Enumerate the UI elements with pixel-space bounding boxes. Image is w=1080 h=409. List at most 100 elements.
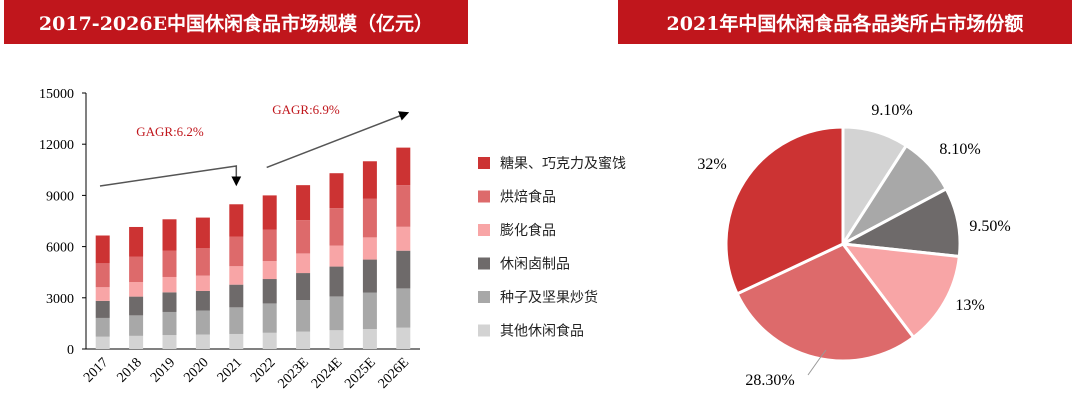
bar-segment (195, 217, 210, 249)
bar-segment (362, 161, 377, 199)
right-chart-title-banner: 2021年中国休闲食品各品类所占市场份额 (618, 0, 1072, 44)
bar-segment (162, 335, 177, 349)
x-tick-label: 2018 (115, 355, 145, 385)
bar-segment (296, 185, 311, 221)
bar-segment (195, 275, 210, 291)
x-tick-label: 2024E (309, 355, 345, 391)
pie-slice-label: 32% (697, 156, 726, 173)
pie-chart: 9.10% 8.10% 9.50% 13% 28.30% 32% (697, 102, 1010, 389)
bar-segment (296, 300, 311, 332)
y-tick-label: 15000 (39, 87, 74, 102)
x-tick-label: 2022 (248, 355, 278, 385)
legend-swatch (478, 291, 490, 303)
bar-segment (195, 248, 210, 276)
bar-segment (262, 279, 277, 304)
bar-segment (129, 315, 144, 336)
bar-segment (329, 296, 344, 331)
legend-swatch (478, 257, 490, 270)
bar-segment (262, 195, 277, 230)
pie-slice-label: 9.50% (969, 218, 1010, 235)
x-tick-label: 2025E (342, 355, 378, 391)
pie-slice (839, 242, 961, 340)
y-tick-label: 6000 (46, 241, 74, 256)
bar-segment (362, 292, 377, 330)
bar-segment (296, 273, 311, 301)
bar-segment (95, 263, 110, 288)
bar-segment (362, 237, 377, 260)
bar-segment (262, 261, 277, 280)
bar-segment (162, 276, 177, 293)
bar-segment (329, 330, 344, 349)
bar-segment (195, 334, 210, 349)
bar-segment (229, 307, 244, 334)
bar-segment (396, 327, 411, 349)
cagr-label-2021-2026: GAGR:6.9% (272, 102, 340, 117)
pie-slice-label: 8.10% (939, 141, 980, 158)
bar-segment (296, 331, 311, 349)
x-tick-label: 2026E (376, 355, 412, 391)
pie-slice-label: 13% (955, 297, 984, 314)
bar-segment (229, 204, 244, 237)
bar-segment (396, 288, 411, 328)
legend-label: 种子及坚果炒货 (500, 289, 598, 306)
legend-label: 烘焙食品 (500, 189, 556, 206)
pie-slice (724, 125, 845, 296)
bar-segment (229, 266, 244, 285)
bar-segment (162, 292, 177, 312)
bar-segment (329, 173, 344, 209)
bar-segment (329, 245, 344, 267)
bar-segment (229, 333, 244, 349)
bar-segment (95, 300, 110, 318)
bar-segment (262, 303, 277, 333)
y-tick-label: 3000 (46, 292, 74, 307)
bar-segment (129, 256, 144, 283)
bar-segment (396, 226, 411, 251)
bar-segment (129, 296, 144, 316)
bar-segment (396, 185, 411, 227)
bar-segment (362, 329, 377, 349)
bar-segment (95, 287, 110, 301)
bar-segment (396, 250, 411, 289)
bar-segment (229, 236, 244, 267)
x-tick-label: 2020 (181, 355, 211, 385)
bar-segment (129, 282, 144, 297)
legend-swatch (478, 157, 490, 169)
legend-label: 其他休闲食品 (500, 323, 584, 340)
legend-label: 膨化食品 (500, 222, 556, 239)
bar-segment (129, 335, 144, 349)
y-tick-label: 0 (67, 343, 74, 358)
x-tick-label: 2021 (215, 355, 245, 385)
bar-segment (362, 198, 377, 238)
growth-annotations: GAGR:6.2% GAGR:6.9% (99, 102, 410, 187)
legend-swatch (478, 324, 490, 337)
bar-segment (262, 332, 277, 349)
pie-leader-line (807, 349, 827, 376)
bar-segment (229, 284, 244, 308)
bar-segment (296, 253, 311, 274)
bar-segment (262, 229, 277, 262)
bar-segment (95, 317, 110, 337)
left-chart-title-banner: 2017-2026E中国休闲食品市场规模（亿元） (4, 0, 468, 44)
cagr-label-2017-2021: GAGR:6.2% (136, 124, 204, 139)
legend-label: 休闲卤制品 (500, 257, 570, 273)
bar-segment (95, 235, 110, 264)
bar-segment (195, 310, 210, 335)
cagr-arrow-second-period (266, 111, 410, 169)
bar-segment (162, 250, 177, 277)
x-tick-label: 2023E (275, 355, 311, 391)
legend-label: 糖果、巧克力及蜜饯 (500, 156, 626, 172)
y-tick-label: 12000 (39, 138, 74, 153)
bar-segment (129, 226, 144, 257)
bar-segment (296, 220, 311, 254)
legend-swatch (478, 224, 490, 236)
x-tick-label: 2017 (81, 355, 111, 385)
pie-slice-label: 28.30% (745, 372, 794, 389)
bar-segment (162, 311, 177, 336)
bar-segment (195, 290, 210, 311)
bar-segment (396, 147, 411, 186)
y-tick-label: 9000 (46, 189, 74, 204)
bar-segment (329, 266, 344, 297)
legend-swatch (478, 190, 490, 203)
